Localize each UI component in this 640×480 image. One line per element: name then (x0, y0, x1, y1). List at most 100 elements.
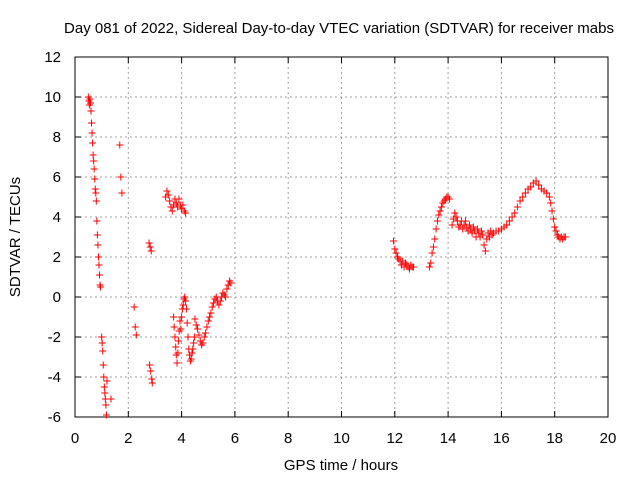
data-point-marker (93, 217, 101, 225)
data-point-marker (505, 217, 513, 225)
data-point-marker (148, 379, 156, 387)
data-point-marker (181, 293, 189, 301)
data-point-marker (99, 347, 107, 355)
data-point-marker (469, 223, 477, 231)
data-point-marker (147, 367, 155, 375)
data-point-marker (170, 313, 178, 321)
data-point-marker (164, 191, 172, 199)
data-point-marker (182, 209, 190, 217)
data-point-marker (503, 221, 511, 229)
chart-title: Day 081 of 2022, Sidereal Day-to-day VTE… (64, 20, 614, 37)
data-point-marker (543, 189, 551, 197)
data-point-marker (147, 247, 155, 255)
data-point-marker (90, 165, 98, 173)
data-point-marker (107, 395, 115, 403)
data-point-marker (425, 263, 433, 271)
data-point-marker (481, 247, 489, 255)
data-point-marker (445, 195, 453, 203)
x-tick-label: 12 (386, 430, 403, 447)
data-point-marker (391, 245, 399, 253)
data-point-marker (173, 359, 181, 367)
x-tick-label: 2 (124, 430, 132, 447)
data-point-marker (174, 349, 182, 357)
y-tick-label: -2 (48, 329, 61, 346)
data-point-marker (437, 203, 445, 211)
data-point-marker (516, 197, 524, 205)
x-tick-label: 20 (600, 430, 617, 447)
data-point-marker (433, 217, 441, 225)
data-point-marker (101, 389, 109, 397)
x-tick-label: 0 (71, 430, 79, 447)
data-point-marker (547, 199, 555, 207)
data-point-marker (549, 215, 557, 223)
y-tick-label: 6 (53, 169, 61, 186)
x-tick-label: 4 (177, 430, 185, 447)
data-point-marker (182, 305, 190, 313)
data-point-marker (479, 231, 487, 239)
y-tick-label: -4 (48, 369, 61, 386)
y-tick-label: 2 (53, 249, 61, 266)
y-axis-label: SDTVAR / TECUs (7, 177, 24, 297)
x-tick-labels: 0 2 4 6 8 10 12 14 16 18 20 (71, 430, 617, 447)
data-point-marker (215, 301, 223, 309)
data-point-marker (551, 223, 559, 231)
data-point-marker (94, 241, 102, 249)
data-point-marker (519, 193, 527, 201)
data-point-marker (535, 181, 543, 189)
data-point-marker (477, 227, 485, 235)
data-point-marker (451, 209, 459, 217)
data-point-marker (92, 197, 100, 205)
y-tick-label: 12 (44, 49, 61, 66)
data-point-marker (207, 309, 215, 317)
data-point-marker (216, 297, 224, 305)
data-point-marker (223, 285, 231, 293)
y-tick-labels: -6 -4 -2 0 2 4 6 8 10 12 (44, 49, 61, 426)
data-point-marker (513, 203, 521, 211)
data-point-marker (176, 317, 184, 325)
data-point-marker (116, 141, 124, 149)
data-point-marker (86, 99, 94, 107)
data-point-marker (177, 325, 185, 333)
data-point-marker (429, 243, 437, 251)
data-point-marker (146, 361, 154, 369)
data-point-marker (99, 361, 107, 369)
data-point-marker (166, 197, 174, 205)
data-point-marker (190, 339, 198, 347)
data-point-marker (98, 339, 106, 347)
data-point-marker (448, 221, 456, 229)
data-point-marker (130, 303, 138, 311)
y-tick-label: 10 (44, 89, 61, 106)
data-point-marker (409, 263, 417, 271)
data-points (84, 93, 569, 419)
data-point-marker (178, 313, 186, 321)
data-point-marker (188, 349, 196, 357)
data-point-marker (508, 213, 516, 221)
data-point-marker (88, 129, 96, 137)
data-point-marker (432, 225, 440, 233)
data-point-marker (521, 189, 529, 197)
data-point-marker (435, 211, 443, 219)
data-point-marker (102, 411, 110, 419)
data-point-marker (91, 185, 99, 193)
data-point-marker (191, 315, 199, 323)
data-point-marker (88, 119, 96, 127)
y-tick-label: -6 (48, 409, 61, 426)
data-point-marker (100, 373, 108, 381)
data-point-marker (199, 339, 207, 347)
data-point-marker (473, 225, 481, 233)
data-point-marker (561, 233, 569, 241)
x-tick-label: 18 (546, 430, 563, 447)
data-point-marker (87, 107, 95, 115)
data-point-marker (200, 333, 208, 341)
data-point-marker (511, 209, 519, 217)
data-point-marker (545, 193, 553, 201)
data-point-marker (552, 227, 560, 235)
data-point-marker (527, 183, 535, 191)
data-point-marker (96, 271, 104, 279)
data-point-marker (532, 177, 540, 185)
x-axis-label: GPS time / hours (284, 457, 398, 474)
data-point-marker (117, 173, 125, 181)
data-point-marker (86, 95, 94, 103)
data-point-marker (146, 243, 154, 251)
data-point-marker (91, 175, 99, 183)
